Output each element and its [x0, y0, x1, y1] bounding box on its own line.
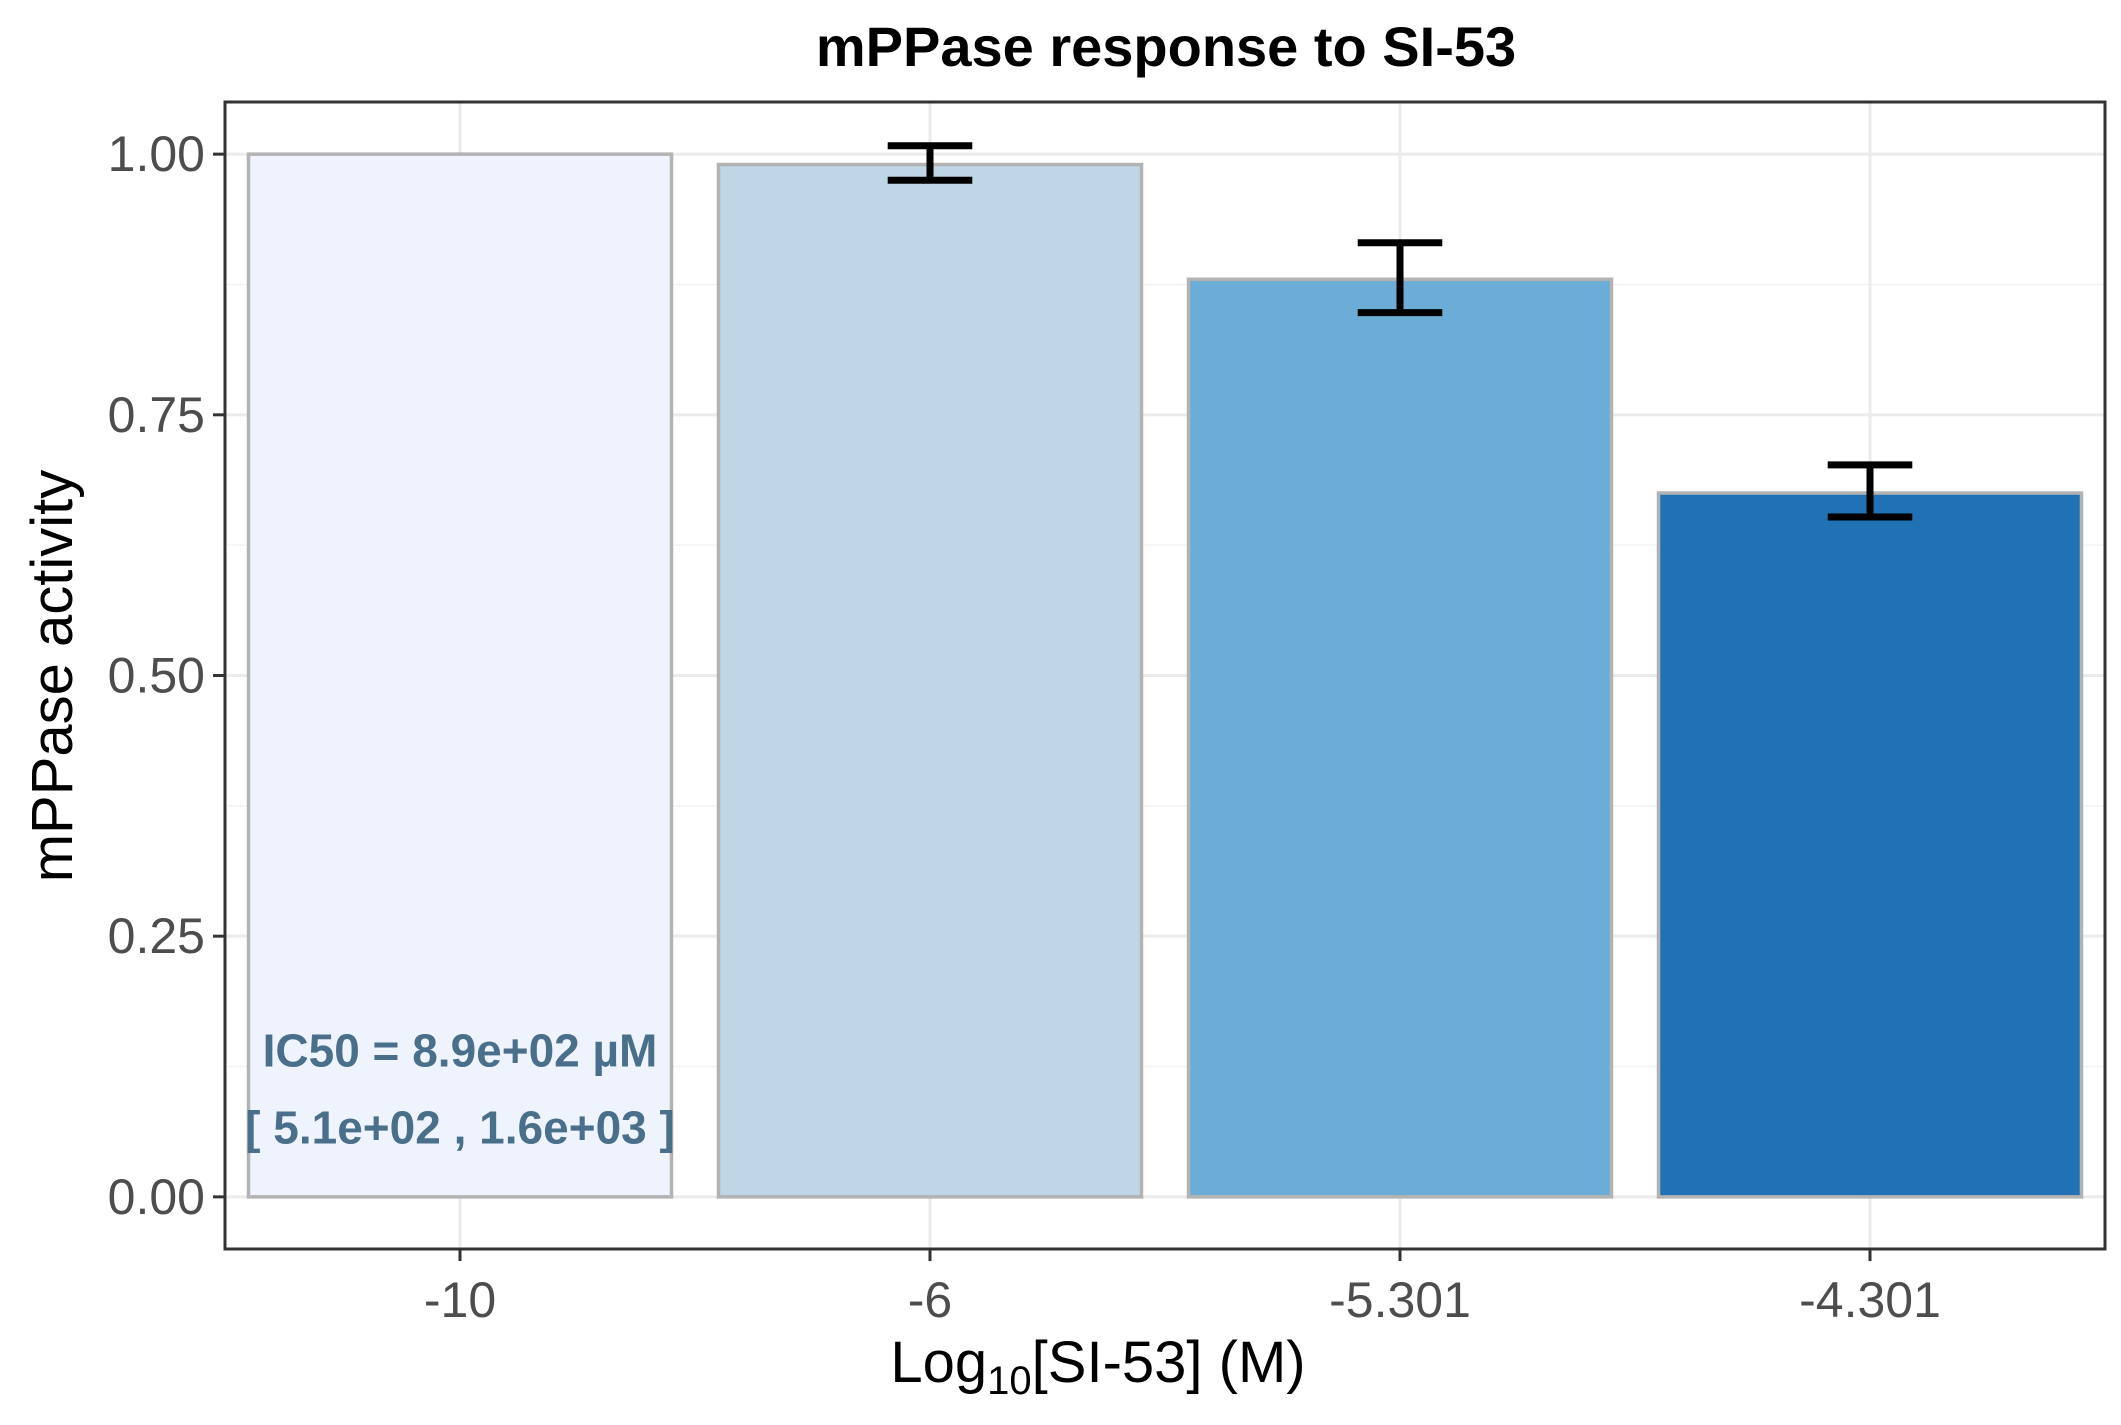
annotation-line: [ 5.1e+02 , 1.6e+03 ]: [245, 1102, 675, 1154]
x-axis-title-rest: [SI-53] (M): [1032, 1330, 1306, 1395]
bars: [246, 152, 2084, 1199]
x-tick-label: -5.301: [1329, 1272, 1471, 1328]
bar--4.301: [1656, 491, 2084, 1199]
annotation-line: IC50 = 8.9e+02 µM: [263, 1025, 658, 1077]
x-tick-label: -4.301: [1799, 1272, 1941, 1328]
plot-border: [223, 100, 2107, 1251]
x-tick-label: -10: [424, 1272, 496, 1328]
y-axis: 0.00 0.25 0.50 0.75 1.00: [108, 126, 225, 1225]
bar--6: [716, 162, 1144, 1199]
y-tick-label: 0.00: [108, 1169, 205, 1225]
bar--5.301: [1186, 277, 1614, 1199]
error-bars: [887, 142, 1913, 521]
y-tick-label: 0.50: [108, 648, 205, 704]
bar--10: [246, 152, 674, 1199]
x-axis: -10 -6 -5.301 -4.301: [223, 100, 2107, 1328]
ic50-annotation: IC50 = 8.9e+02 µM [ 5.1e+02 , 1.6e+03 ]: [245, 1025, 675, 1154]
x-axis-title: Log10[SI-53] (M): [890, 1330, 1305, 1403]
y-tick-label: 1.00: [108, 126, 205, 182]
x-tick-label: -6: [908, 1272, 952, 1328]
y-axis-title: mPPase activity: [20, 470, 85, 883]
y-tick-label: 0.25: [108, 908, 205, 964]
chart-title: mPPase response to SI-53: [816, 15, 1516, 78]
y-tick-label: 0.75: [108, 387, 205, 443]
x-axis-title-subscript: 10: [987, 1359, 1032, 1403]
x-axis-title-log: Log: [890, 1330, 987, 1395]
